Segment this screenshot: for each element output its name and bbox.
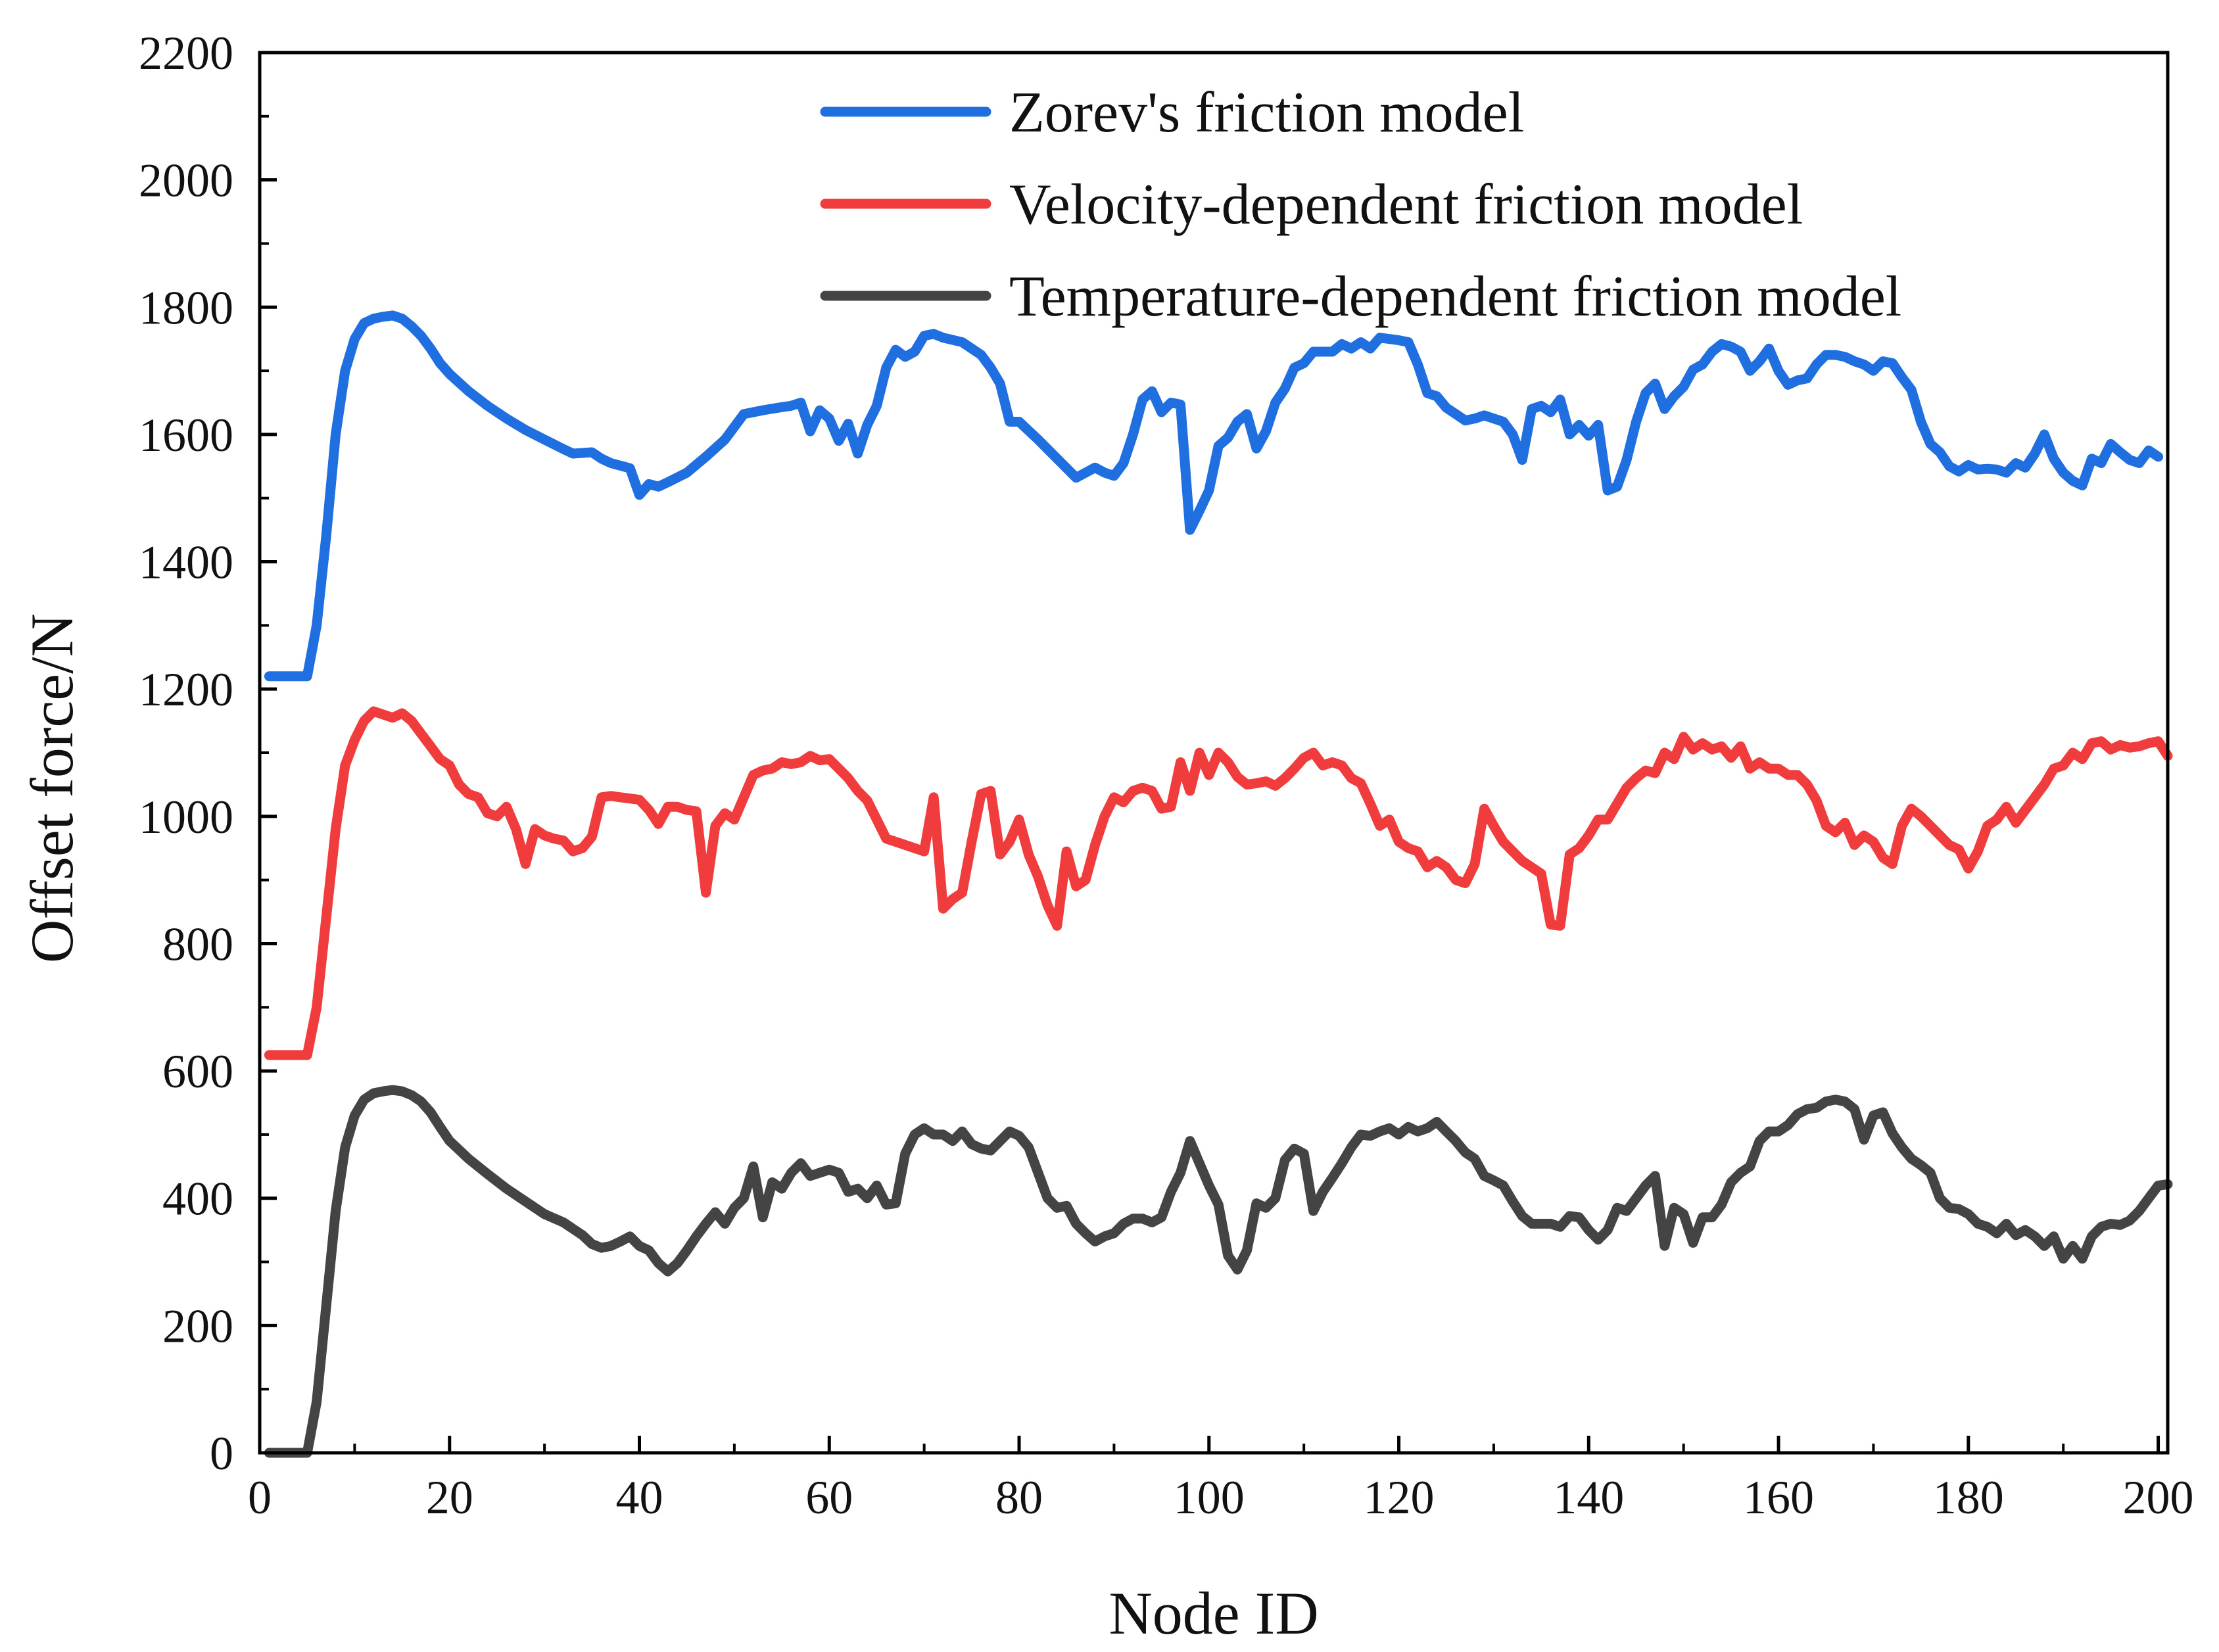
plot-area [264,310,2173,1458]
x-tick-label: 80 [995,1471,1043,1524]
series-line-3 [264,1085,2173,1458]
y-tick-label: 2000 [139,154,233,207]
x-tick-label: 160 [1743,1471,1814,1524]
series-line-1 [264,310,2164,682]
y-tick-label: 400 [162,1173,233,1225]
y-tick-label: 1400 [139,536,233,589]
x-tick-label: 140 [1553,1471,1624,1524]
series-line-2 [264,706,2173,1060]
x-tick-label: 40 [616,1471,663,1524]
x-tick-label: 60 [805,1471,853,1524]
y-tick-label: 600 [162,1045,233,1098]
y-tick-label: 2200 [139,27,233,80]
legend-label-2: Velocity-dependent friction model [1009,173,1803,237]
x-tick-label: 120 [1364,1471,1435,1524]
x-tick-label: 200 [2123,1471,2194,1524]
y-tick-label: 1000 [139,791,233,843]
y-tick-label: 1600 [139,409,233,461]
legend-label-3: Temperature-dependent friction model [1009,265,1901,329]
axes: 0 20 40 60 80 100 120 140 160 180 2000200400600800… [139,27,2194,1524]
y-tick-label: 800 [162,918,233,970]
y-tick-label: 200 [162,1300,233,1352]
y-tick-label: 1800 [139,281,233,334]
x-tick-label: 0 [248,1471,272,1524]
x-tick-label: 20 [426,1471,473,1524]
x-tick-label: 100 [1174,1471,1245,1524]
legend: Zorev's friction model Velocity-dependent… [820,81,1901,329]
y-tick-label: 1200 [139,663,233,716]
x-axis-title: Node ID [1109,1580,1318,1647]
y-tick-label: 0 [210,1427,233,1480]
y-axis-title: Offset force/N [18,613,85,963]
legend-label-1: Zorev's friction model [1009,81,1524,145]
x-tick-label: 180 [1933,1471,2004,1524]
